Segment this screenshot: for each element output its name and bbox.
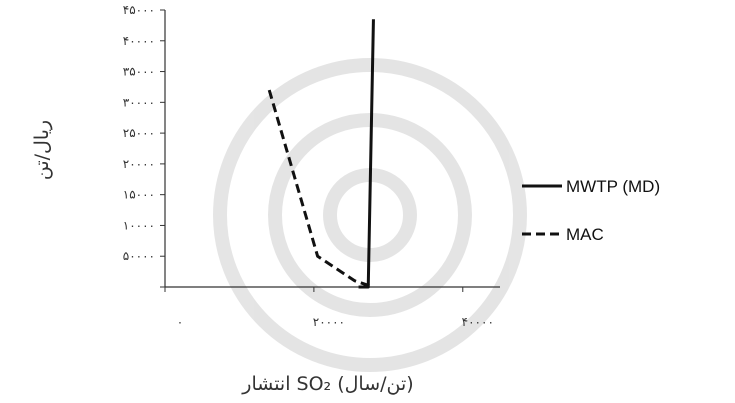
legend: MWTP (MD) MAC <box>522 177 660 244</box>
legend-label-mwtp: MWTP (MD) <box>566 177 660 196</box>
y-tick-label: ۵۰۰۰۰ <box>123 249 155 263</box>
y-tick-label: ۴۵۰۰۰ <box>123 3 155 17</box>
y-tick-label: ۱۰۰۰۰ <box>123 218 155 232</box>
series-line-mac <box>267 89 374 289</box>
series-line-mwtp <box>358 19 375 289</box>
x-tick-label: ۰ <box>177 315 183 329</box>
y-tick-label: ۲۵۰۰۰ <box>123 126 155 140</box>
y-axis-label: ریال/تن <box>31 120 53 180</box>
x-tick-label: ۴۰۰۰۰ <box>462 315 494 329</box>
y-tick-label: ۱۵۰۰۰ <box>123 188 155 202</box>
y-tick-label: ۲۰۰۰۰ <box>123 157 155 171</box>
y-tick-label: ۳۵۰۰۰ <box>123 65 155 79</box>
y-tick-label: ۴۰۰۰۰ <box>123 34 155 48</box>
legend-label-mac: MAC <box>566 225 604 244</box>
x-axis-label: انتشار SO₂ (تن/سال) <box>241 373 413 395</box>
x-tick-label: ۲۰۰۰۰ <box>313 315 345 329</box>
y-tick-label: ۳۰۰۰۰ <box>123 95 155 109</box>
